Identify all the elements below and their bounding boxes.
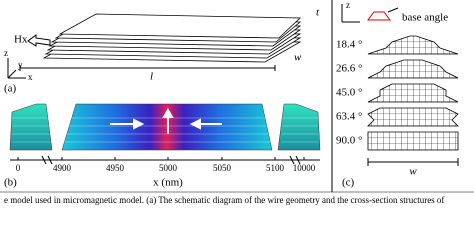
angle-label: 18.4 ° <box>336 39 362 51</box>
axes-icon <box>341 4 360 23</box>
width-label: w <box>294 52 302 64</box>
tick-label: 5100 <box>266 163 285 173</box>
end-pad <box>277 103 321 151</box>
tick-label: 0 <box>16 163 21 173</box>
angle-label: 45.0 ° <box>336 87 362 99</box>
thickness-label: t <box>316 7 320 19</box>
angle-label: 26.6 ° <box>336 63 362 75</box>
axis-y: y <box>18 60 23 70</box>
axis-z: z <box>4 48 8 58</box>
tick-label: 4900 <box>53 163 72 173</box>
cross-section <box>367 131 459 151</box>
cross-section <box>367 35 459 55</box>
width-arrow <box>367 158 459 166</box>
axis-z: z <box>346 0 350 10</box>
cross-section <box>367 83 459 103</box>
angle-pointer <box>387 7 399 13</box>
panel-label: (a) <box>4 83 17 95</box>
length-label: l <box>150 71 153 83</box>
axis-break <box>41 155 301 165</box>
x-axis-label: x (nm) <box>153 177 183 189</box>
angle-icon <box>367 11 391 21</box>
tick-label: 4950 <box>106 163 125 173</box>
end-pad <box>9 103 53 151</box>
axis-x: x <box>28 72 33 82</box>
moment-arrows <box>110 107 222 134</box>
field-arrow <box>27 34 51 47</box>
width-label: w <box>409 166 417 178</box>
angle-label: 63.4 ° <box>336 111 362 123</box>
field-label: Hx <box>14 34 28 46</box>
cross-section <box>367 59 459 79</box>
panel-label: (b) <box>4 177 17 189</box>
tick-label: 10000 <box>293 163 316 173</box>
angle-label: 90.0 ° <box>336 135 362 147</box>
caption: e model used in micromagnetic model. (a)… <box>4 195 444 205</box>
axes-icon <box>7 58 26 79</box>
cross-section <box>367 107 459 127</box>
panel-label: (c) <box>342 177 355 189</box>
length-ends <box>19 65 276 71</box>
figure: Hx l w t z y x (a) 0 4900 4950 5000 5050 5100… <box>0 0 474 205</box>
tick-label: 5050 <box>213 163 232 173</box>
legend-label: base angle <box>402 12 448 24</box>
wire-sketch <box>42 13 302 63</box>
tick-label: 5000 <box>159 163 178 173</box>
